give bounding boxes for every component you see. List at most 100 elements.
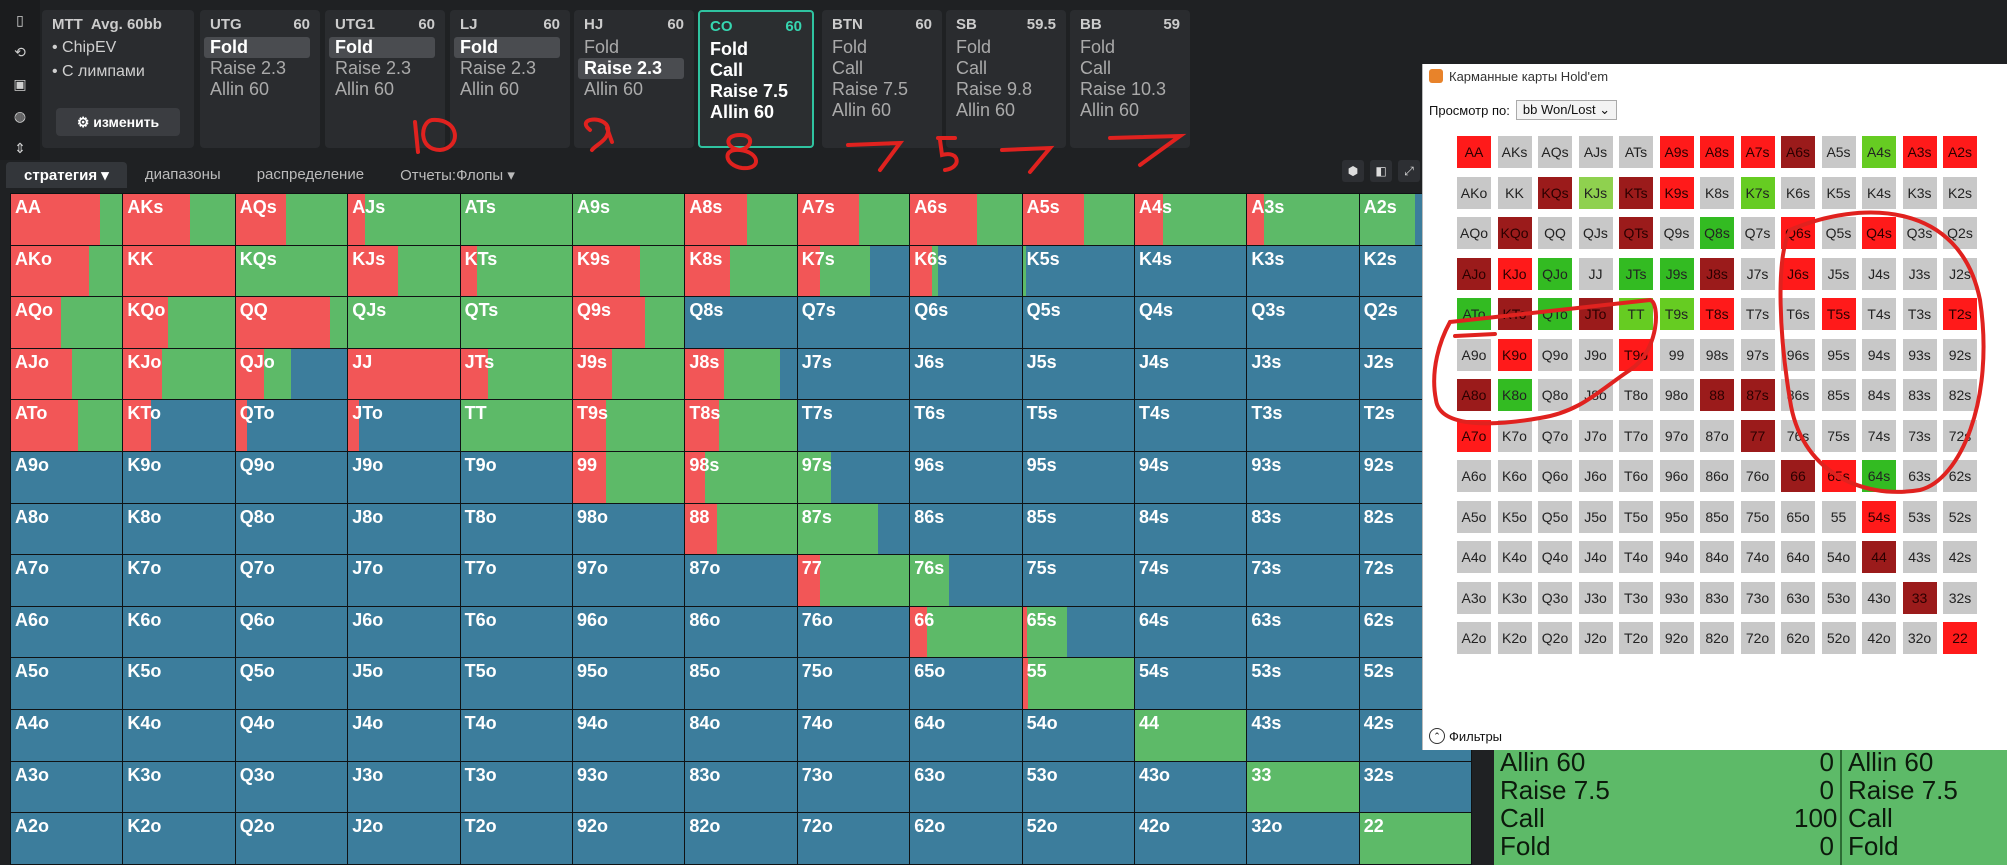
pocket-cell[interactable]: 44 xyxy=(1862,541,1896,573)
pocket-cell[interactable]: 74s xyxy=(1862,419,1896,452)
pocket-cell[interactable]: J5o xyxy=(1578,500,1613,533)
pocket-cell[interactable]: T2s xyxy=(1943,298,1977,330)
pocket-cell[interactable]: KTs xyxy=(1619,176,1653,209)
hand-cell[interactable]: T6o xyxy=(459,605,573,659)
hand-cell[interactable]: 96s xyxy=(909,451,1023,504)
bookmark-icon[interactable]: ▯ xyxy=(16,11,24,28)
pocket-cell[interactable]: J6o xyxy=(1578,460,1613,492)
pocket-cell[interactable]: 92o xyxy=(1659,622,1694,654)
hand-cell[interactable]: AKo xyxy=(10,244,124,298)
pocket-cell[interactable]: K8o xyxy=(1497,379,1532,411)
pocket-cell[interactable]: K8s xyxy=(1700,176,1734,209)
hand-cell[interactable]: 97o xyxy=(572,554,686,607)
hand-cell[interactable]: 43o xyxy=(1134,760,1248,814)
position-card-utg1[interactable]: UTG1 60 Fold Raise 2.3 Allin 60 xyxy=(325,10,445,148)
pocket-cell[interactable]: T3o xyxy=(1619,581,1653,614)
hand-cell[interactable]: 63o xyxy=(909,760,1023,814)
pocket-cell[interactable]: 92s xyxy=(1943,338,1977,371)
pocket-cell[interactable]: T6o xyxy=(1619,460,1653,492)
hand-cell[interactable]: K8o xyxy=(122,502,236,556)
hand-cell[interactable]: 96o xyxy=(572,605,686,659)
view-by-select[interactable]: bb Won/Lost ⌄ xyxy=(1515,100,1618,120)
hand-cell[interactable]: 73s xyxy=(1246,554,1360,607)
action-option[interactable]: Fold xyxy=(956,37,992,57)
hand-cell[interactable]: 72o xyxy=(796,812,911,865)
pocket-cell[interactable]: 65s xyxy=(1821,460,1856,492)
pocket-cell[interactable]: KQo xyxy=(1497,217,1532,249)
hand-cell[interactable]: J4s xyxy=(1134,347,1248,401)
pocket-cell[interactable]: J4o xyxy=(1578,541,1613,573)
hand-cell[interactable]: QTo xyxy=(234,399,349,452)
pocket-cell[interactable]: 97s xyxy=(1740,338,1775,371)
filters-toggle[interactable]: ⌃ Фильтры xyxy=(1429,728,1502,744)
tab-distribution[interactable]: распределение xyxy=(256,166,365,183)
position-card-sb[interactable]: SB 59.5 Fold Call Raise 9.8 Allin 60 xyxy=(946,10,1066,148)
pocket-cell[interactable]: T5o xyxy=(1619,500,1653,533)
pocket-cell[interactable]: KQs xyxy=(1538,176,1572,209)
hand-cell[interactable]: JTs xyxy=(459,347,573,401)
pocket-cell[interactable]: 95s xyxy=(1821,338,1856,371)
pocket-cell[interactable]: JTo xyxy=(1578,298,1613,330)
pocket-cell[interactable]: KJs xyxy=(1578,176,1613,209)
pocket-cell[interactable]: A3s xyxy=(1902,136,1937,168)
pocket-cell[interactable]: 65o xyxy=(1781,500,1815,533)
pocket-cell[interactable]: K7o xyxy=(1497,419,1532,452)
hand-cell[interactable]: A4o xyxy=(10,709,124,762)
pocket-cell[interactable]: 54o xyxy=(1821,541,1856,573)
pocket-cell[interactable]: T8o xyxy=(1619,379,1653,411)
pocket-cell[interactable]: A5o xyxy=(1457,500,1491,533)
pocket-cell[interactable]: 94s xyxy=(1862,338,1896,371)
pocket-cell[interactable]: K6o xyxy=(1497,460,1532,492)
action-option[interactable]: Fold xyxy=(1080,37,1116,57)
hand-cell[interactable]: K4s xyxy=(1134,244,1248,298)
pocket-cell[interactable]: Q6o xyxy=(1538,460,1572,492)
hand-cell[interactable]: K6o xyxy=(122,605,236,659)
hand-cell[interactable]: T5s xyxy=(1021,399,1135,452)
action-option[interactable]: Allin 60 xyxy=(832,100,892,120)
pocket-cell[interactable]: 66 xyxy=(1781,460,1815,492)
action-option[interactable]: Raise 2.3 xyxy=(578,58,684,79)
hand-cell[interactable]: 74o xyxy=(796,709,911,762)
hand-cell[interactable]: 98o xyxy=(572,502,686,556)
hand-cell[interactable]: A3o xyxy=(10,760,124,814)
pocket-cell[interactable]: 64o xyxy=(1781,541,1815,573)
hand-cell[interactable]: J3s xyxy=(1246,347,1360,401)
hand-cell[interactable]: A4s xyxy=(1134,193,1248,246)
hand-cell[interactable]: Q8s xyxy=(684,296,798,349)
hand-cell[interactable]: K3o xyxy=(122,760,236,814)
pocket-cell[interactable]: J3s xyxy=(1902,257,1937,290)
hand-cell[interactable]: 33 xyxy=(1246,760,1360,814)
hand-cell[interactable]: 64s xyxy=(1134,605,1248,659)
pocket-cell[interactable]: TT xyxy=(1619,298,1653,330)
pocket-cell[interactable]: 76o xyxy=(1740,460,1775,492)
pocket-cell[interactable]: K9s xyxy=(1659,176,1694,209)
hand-cell[interactable]: Q3s xyxy=(1246,296,1360,349)
pocket-cell[interactable]: T5s xyxy=(1821,298,1856,330)
hand-cell[interactable]: 97s xyxy=(796,451,911,504)
hand-cell[interactable]: 76o xyxy=(796,605,911,659)
hand-cell[interactable]: 65o xyxy=(909,657,1023,710)
pocket-cell[interactable]: J9o xyxy=(1578,338,1613,371)
action-option[interactable]: Fold xyxy=(329,37,435,58)
action-option[interactable]: Call xyxy=(956,58,988,78)
hand-cell[interactable]: 52o xyxy=(1021,812,1135,865)
hand-cell[interactable]: T3s xyxy=(1246,399,1360,452)
position-card-lj[interactable]: LJ 60 Fold Raise 2.3 Allin 60 xyxy=(450,10,570,148)
pocket-cell[interactable]: 22 xyxy=(1943,622,1977,654)
hand-cell[interactable]: QTs xyxy=(459,296,573,349)
pocket-cell[interactable]: 87s xyxy=(1740,379,1775,411)
hand-cell[interactable]: JTo xyxy=(347,399,461,452)
hand-cell[interactable]: T8s xyxy=(684,399,798,452)
action-option[interactable]: Raise 2.3 xyxy=(210,58,287,78)
hand-cell[interactable]: 73o xyxy=(796,760,911,814)
pocket-cell[interactable]: Q9o xyxy=(1538,338,1572,371)
pocket-cell[interactable]: Q4o xyxy=(1538,541,1572,573)
pocket-cell[interactable]: 84o xyxy=(1700,541,1734,573)
pocket-cell[interactable]: 64s xyxy=(1862,460,1896,492)
pocket-cell[interactable]: K2s xyxy=(1943,176,1977,209)
pocket-cell[interactable]: 83o xyxy=(1700,581,1734,614)
pocket-cell[interactable]: 72s xyxy=(1943,419,1977,452)
hand-cell[interactable]: 75o xyxy=(796,657,911,710)
pocket-cell[interactable]: A2o xyxy=(1457,622,1491,654)
hand-cell[interactable]: 95s xyxy=(1021,451,1135,504)
